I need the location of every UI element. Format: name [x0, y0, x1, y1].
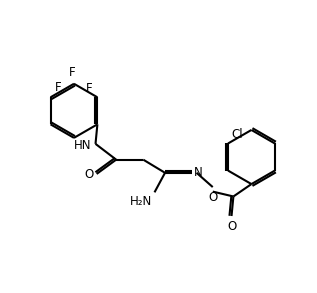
Text: O: O	[208, 191, 217, 204]
Text: H₂N: H₂N	[130, 195, 152, 208]
Text: HN: HN	[74, 139, 92, 152]
Text: F: F	[55, 81, 62, 94]
Text: F: F	[69, 66, 76, 79]
Text: O: O	[84, 168, 94, 181]
Text: O: O	[227, 220, 236, 233]
Text: F: F	[86, 82, 93, 96]
Text: N: N	[194, 166, 202, 179]
Text: Cl: Cl	[232, 128, 243, 141]
